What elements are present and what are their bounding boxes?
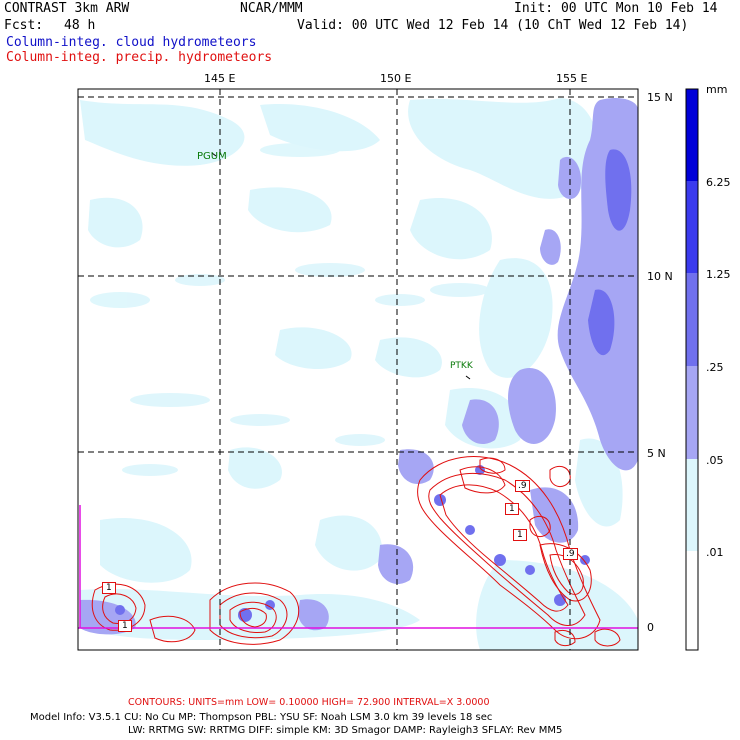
legend-level: .01 [706,546,724,559]
lat-label-5n: 5 N [647,447,666,460]
forecast-label: Fcst: [4,18,44,33]
contour-label: 1 [513,529,527,541]
contour-label: 1 [118,620,132,632]
legend-level: 6.25 [706,176,731,189]
model-info-line-2: LW: RRTMG SW: RRTMG DIFF: simple KM: 3D … [128,725,563,736]
precip-contours [91,456,621,647]
grid-lines [78,89,638,650]
cloud-light-areas [80,98,638,650]
model-info-line-1: Model Info: V3.5.1 CU: No Cu MP: Thompso… [30,712,493,723]
station-marker-ptkk [465,375,471,380]
contour-label: .9 [563,548,578,560]
map-frame [77,88,639,651]
station-label-pgum: PGUM [197,151,227,162]
lon-label-150: 150 E [380,72,412,85]
station-label-ptkk: PTKK [450,361,473,371]
model-title: CONTRAST 3km ARW [4,1,130,16]
legend-level: .05 [706,454,724,467]
contour-label: 1 [505,503,519,515]
contour-info: CONTOURS: UNITS=mm LOW= 0.10000 HIGH= 72… [128,697,490,708]
colorbar [685,88,699,651]
cloud-dark-areas [115,149,632,622]
legend-level: 1.25 [706,268,731,281]
colorbar-swatch-5 [686,459,698,551]
colorbar-swatch-4 [686,366,698,459]
colorbar-swatch-2 [686,181,698,273]
station-marker-pgum [211,152,217,157]
valid-time: Valid: 00 UTC Wed 12 Feb 14 (10 ChT Wed … [297,18,689,33]
colorbar-swatch-6 [686,551,698,650]
org-label: NCAR/MMM [240,1,303,16]
contour-label: 1 [102,582,116,594]
lat-label-15n: 15 N [647,91,673,104]
lat-label-0: 0 [647,621,654,634]
legend-level: .25 [706,361,724,374]
forecast-hour: 48 h [64,18,96,33]
field-title-cloud: Column-integ. cloud hydrometeors [6,35,257,50]
field-title-precip: Column-integ. precip. hydrometeors [6,50,273,65]
lon-label-145: 145 E [204,72,236,85]
colorbar-swatch-3 [686,273,698,366]
contour-label: .9 [515,480,530,492]
init-time: Init: 00 UTC Mon 10 Feb 14 [514,1,718,16]
cloud-texture [90,143,490,476]
lon-label-155: 155 E [556,72,588,85]
colorbar-swatch-1 [686,89,698,181]
legend-unit: mm [706,83,728,96]
lat-label-10n: 10 N [647,270,673,283]
